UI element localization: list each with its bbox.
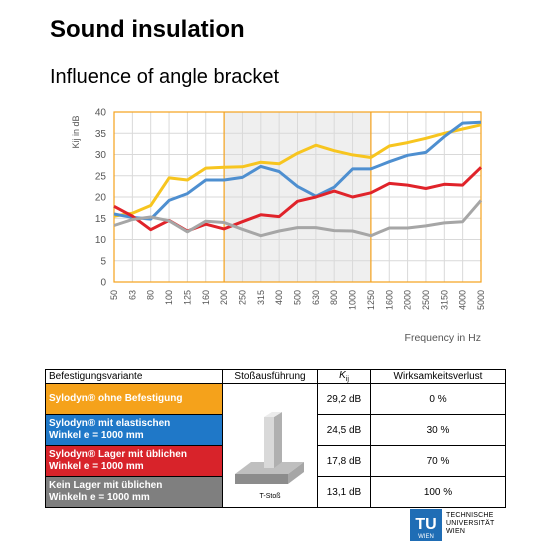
y-tick-label: 40 xyxy=(95,108,107,119)
kij-value: 17,8 dB xyxy=(317,445,371,477)
x-tick-label: 1000 xyxy=(348,290,358,310)
page-title: Sound insulation xyxy=(50,16,245,43)
series-line-yellow xyxy=(113,123,482,218)
loss-value: 0 % xyxy=(370,383,506,415)
series-line-blue xyxy=(113,120,482,221)
x-tick-label: 800 xyxy=(329,290,339,305)
variant-cell: Kein Lager mit üblichen Winkeln e = 1000 … xyxy=(45,476,223,508)
table-row: Sylodyn® mit elastischen Winkel e = 1000 … xyxy=(45,414,506,446)
x-tick-label: 100 xyxy=(164,290,174,305)
y-tick-label: 10 xyxy=(95,235,107,246)
x-tick-label: 630 xyxy=(311,290,321,305)
page-subtitle: Influence of angle bracket xyxy=(50,66,280,88)
y-tick-label: 0 xyxy=(100,278,106,289)
x-tick-label: 400 xyxy=(274,290,284,305)
variant-cell: Sylodyn® Lager mit üblichen Winkel e = 10… xyxy=(45,445,223,477)
joint-image-cell: T-Stoß xyxy=(222,383,318,508)
comparison-table: Befestigungsvariante Stoßausführung Kij … xyxy=(45,369,506,508)
kij-value: 29,2 dB xyxy=(317,383,371,415)
loss-value: 70 % xyxy=(370,445,506,477)
t-joint-illustration: T-Stoß xyxy=(235,412,304,500)
x-tick-label: 2500 xyxy=(421,290,431,310)
plot-frame xyxy=(113,111,482,283)
table-header-row: Befestigungsvariante Stoßausführung Kij … xyxy=(45,369,506,384)
header-variant: Befestigungsvariante xyxy=(45,369,223,384)
image-caption: T-Stoß xyxy=(259,493,280,500)
tu-wien-logo-icon: TU WIEN xyxy=(410,509,442,541)
header-loss: Wirksamkeitsverlust xyxy=(370,369,506,384)
header-kij: Kij xyxy=(317,369,371,384)
x-tick-label: 125 xyxy=(182,290,192,305)
y-tick-label: 30 xyxy=(95,150,107,161)
kij-value: 24,5 dB xyxy=(317,414,371,446)
x-tick-label: 50 xyxy=(109,290,119,300)
x-tick-label: 80 xyxy=(146,290,156,300)
line-chart: 0 5 10 15 20 25 30 35 40 50 63 80 100 125 160 200 250 315… xyxy=(71,108,486,345)
x-tick-label: 63 xyxy=(127,290,137,300)
x-tick-label: 2000 xyxy=(403,290,413,310)
x-tick-label: 1600 xyxy=(384,290,394,310)
table-row: Sylodyn® ohne Befestigung T-Stoß 29,2 dB… xyxy=(45,383,506,508)
table-row: Kein Lager mit üblichen Winkeln e = 1000 … xyxy=(45,476,506,508)
y-tick-label: 35 xyxy=(95,129,107,140)
x-tick-label: 5000 xyxy=(476,290,486,310)
y-tick-label: 15 xyxy=(95,214,107,225)
university-name: TECHNISCHE UNIVERSITÄT WIEN xyxy=(446,512,495,535)
variant-cell: Sylodyn® ohne Befestigung xyxy=(45,383,223,415)
y-tick-label: 5 xyxy=(100,256,106,267)
x-tick-label: 500 xyxy=(293,290,303,305)
y-tick-label: 25 xyxy=(95,171,107,182)
svg-text:WIEN: WIEN xyxy=(418,534,434,540)
series-line-grey xyxy=(113,199,483,238)
table-row: Sylodyn® Lager mit üblichen Winkel e = 10… xyxy=(45,445,506,477)
x-tick-label: 160 xyxy=(201,290,211,305)
variant-cell: Sylodyn® mit elastischen Winkel e = 1000 … xyxy=(45,414,223,446)
kij-value: 13,1 dB xyxy=(317,476,371,508)
x-tick-label: 315 xyxy=(256,290,266,305)
svg-text:TU: TU xyxy=(415,516,436,533)
loss-value: 100 % xyxy=(370,476,506,508)
x-tick-label: 250 xyxy=(237,290,247,305)
x-tick-label: 3150 xyxy=(439,290,449,310)
x-axis-label: Frequency in Hz xyxy=(405,332,481,344)
y-tick-label: 20 xyxy=(95,193,107,204)
loss-value: 30 % xyxy=(370,414,506,446)
y-axis-label: Kij in dB xyxy=(71,115,81,148)
x-tick-label: 1250 xyxy=(366,290,376,310)
header-joint: Stoßausführung xyxy=(222,369,318,384)
x-tick-label: 200 xyxy=(219,290,229,305)
x-tick-label: 4000 xyxy=(458,290,468,310)
